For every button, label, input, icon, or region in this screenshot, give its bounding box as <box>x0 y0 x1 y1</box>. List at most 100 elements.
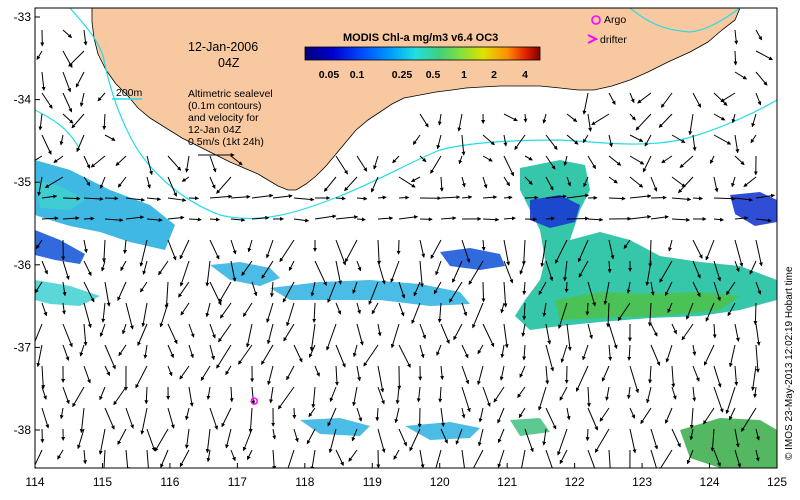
contour-label: 200m <box>116 87 143 99</box>
velocity-arrow <box>62 281 67 297</box>
velocity-arrow <box>560 344 568 363</box>
velocity-arrow <box>566 113 578 122</box>
velocity-arrow <box>557 302 568 330</box>
velocity-arrow <box>348 449 358 462</box>
velocity-arrow <box>545 449 553 468</box>
velocity-arrow <box>167 323 178 345</box>
velocity-arrow <box>522 344 527 361</box>
velocity-arrow <box>647 302 652 327</box>
velocity-arrow <box>692 260 701 279</box>
velocity-arrow <box>146 155 153 176</box>
velocity-arrow <box>309 323 316 352</box>
velocity-arrow <box>356 196 368 201</box>
velocity-arrow <box>209 194 233 199</box>
argo-legend-icon <box>591 15 601 25</box>
velocity-arrow <box>61 302 66 315</box>
velocity-arrow <box>671 176 686 188</box>
velocity-arrow <box>734 155 745 166</box>
velocity-arrow <box>538 386 547 411</box>
map-date: 12-Jan-2006 <box>188 40 258 54</box>
velocity-arrow <box>608 176 618 184</box>
velocity-arrow <box>141 302 148 328</box>
plot-frame <box>34 7 778 469</box>
velocity-arrow <box>566 134 579 145</box>
velocity-arrow <box>685 302 694 320</box>
velocity-arrow <box>251 193 274 199</box>
velocity-arrow <box>41 134 52 155</box>
velocity-arrow <box>629 428 637 454</box>
velocity-arrow <box>123 239 128 254</box>
velocity-arrow <box>750 134 757 144</box>
colorbar-tick-label: 0.25 <box>392 69 413 81</box>
velocity-arrow <box>478 407 484 423</box>
velocity-arrow <box>62 323 73 348</box>
velocity-arrow <box>335 344 346 368</box>
velocity-arrow <box>681 323 694 341</box>
x-tick-label: 123 <box>632 475 652 489</box>
velocity-arrow <box>629 176 644 188</box>
velocity-arrow <box>62 50 73 68</box>
velocity-arrow <box>705 239 715 261</box>
velocity-arrow <box>468 260 484 285</box>
velocity-arrow <box>629 113 636 121</box>
velocity-arrow <box>62 29 73 39</box>
velocity-arrow <box>419 155 427 163</box>
velocity-arrow <box>713 217 725 222</box>
velocity-arrow <box>542 302 547 317</box>
velocity-arrow <box>629 365 640 394</box>
annotation-line-1: Altimetric sealevel <box>188 88 273 100</box>
velocity-arrow <box>101 260 106 272</box>
velocity-arrow <box>692 386 697 402</box>
velocity-arrow <box>146 449 149 468</box>
velocity-arrow <box>143 344 148 359</box>
velocity-arrow <box>585 428 590 442</box>
velocity-arrow <box>545 260 554 282</box>
velocity-arrow <box>139 281 148 293</box>
velocity-arrow <box>538 281 547 296</box>
velocity-arrow <box>650 281 655 296</box>
velocity-arrow <box>452 260 463 283</box>
velocity-arrow <box>472 302 484 329</box>
velocity-arrow <box>377 428 386 453</box>
velocity-arrow <box>272 449 277 468</box>
velocity-arrow <box>356 302 361 315</box>
velocity-arrow <box>606 302 611 328</box>
velocity-arrow <box>230 217 246 222</box>
velocity-arrow <box>188 217 202 222</box>
velocity-arrow <box>545 407 557 430</box>
velocity-arrow <box>344 176 358 192</box>
velocity-arrow <box>650 449 657 468</box>
velocity-arrow <box>167 197 187 202</box>
velocity-arrow <box>608 92 616 105</box>
velocity-arrow <box>375 407 380 422</box>
velocity-arrow <box>461 239 471 263</box>
velocity-arrow <box>608 196 626 201</box>
velocity-arrow <box>230 194 251 199</box>
velocity-arrow <box>734 134 740 154</box>
velocity-arrow <box>671 134 686 144</box>
velocity-arrow <box>522 302 527 321</box>
velocity-arrow <box>608 239 615 260</box>
velocity-arrow <box>671 197 692 202</box>
velocity-arrow <box>209 217 221 222</box>
velocity-arrow <box>482 176 488 189</box>
velocity-arrow <box>377 386 385 405</box>
velocity-arrow <box>310 449 316 468</box>
velocity-arrow <box>692 239 703 259</box>
velocity-arrow <box>519 260 526 275</box>
x-tick-label: 125 <box>767 475 787 489</box>
velocity-arrow <box>419 323 427 340</box>
velocity-arrow <box>269 386 274 404</box>
velocity-arrow <box>503 195 513 200</box>
velocity-arrow <box>335 155 348 175</box>
velocity-arrow <box>545 155 556 170</box>
velocity-arrow <box>665 344 673 363</box>
velocity-arrow <box>265 239 274 259</box>
velocity-arrow <box>225 365 232 376</box>
velocity-arrow <box>578 260 589 278</box>
isobath-200m-west <box>35 109 81 151</box>
velocity-arrow <box>599 407 610 422</box>
velocity-arrow <box>139 239 148 267</box>
velocity-arrow <box>577 239 589 263</box>
velocity-arrow <box>62 260 70 280</box>
